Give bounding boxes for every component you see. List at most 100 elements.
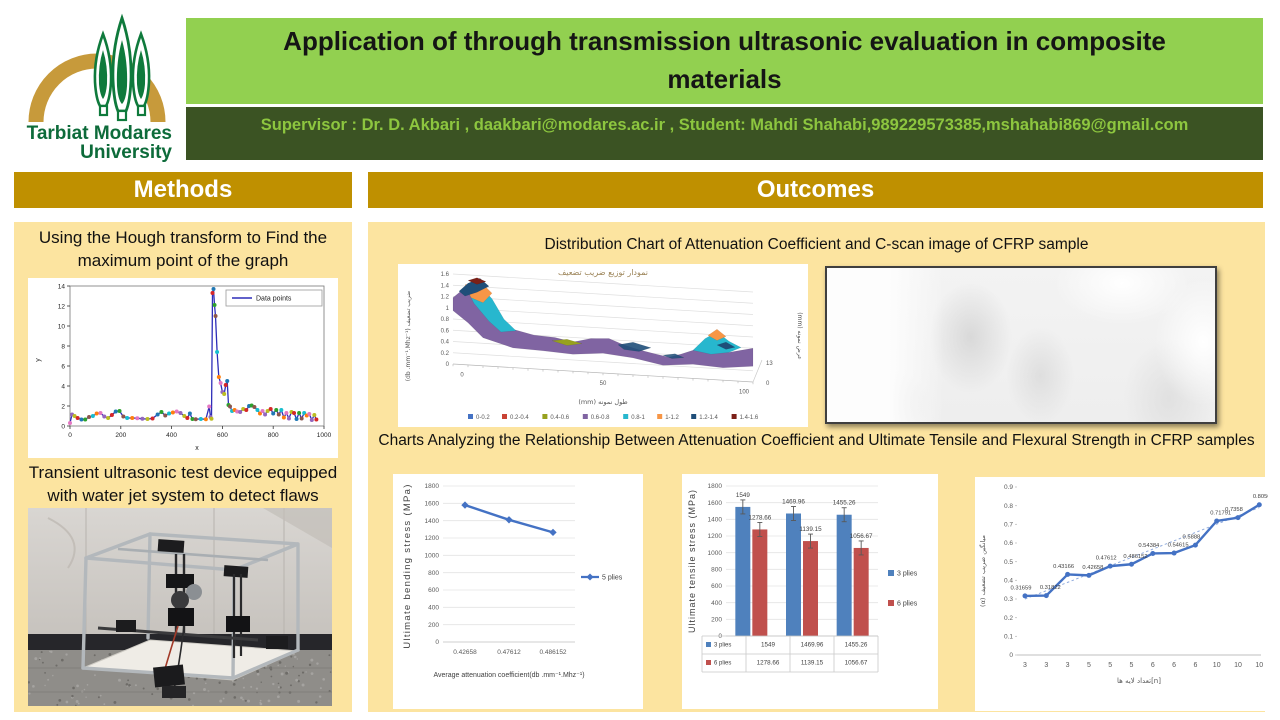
svg-text:0.6: 0.6 [1004, 540, 1013, 547]
svg-text:6: 6 [1193, 662, 1197, 669]
distribution-caption: Distribution Chart of Attenuation Coeffi… [544, 236, 1089, 253]
svg-text:100: 100 [739, 389, 750, 395]
svg-text:0.2: 0.2 [441, 351, 450, 357]
svg-text:0.80508: 0.80508 [1253, 494, 1268, 500]
device-caption: Transient ultrasonic test device equippe… [28, 463, 338, 505]
methods-label: Methods [133, 176, 233, 203]
svg-text:0.486152: 0.486152 [1123, 554, 1147, 560]
svg-text:1469.96: 1469.96 [801, 642, 824, 649]
device-photo [28, 508, 332, 706]
hough-chart-svg: 0 2 4 6 8 10 12 14 0 200 400 600 800 1000 y x Data point… [35, 283, 332, 452]
svg-text:تعداد لایه ها[n]: تعداد لایه ها[n] [1117, 677, 1161, 685]
svg-text:6 plies: 6 plies [714, 661, 731, 667]
svg-text:3: 3 [1023, 662, 1027, 669]
svg-text:0.7358: 0.7358 [1225, 507, 1243, 513]
svg-text:8: 8 [61, 343, 65, 350]
svg-text:0.8-1: 0.8-1 [631, 415, 645, 421]
svg-text:1549: 1549 [761, 642, 776, 649]
outcomes-panel: Distribution Chart of Attenuation Coeffi… [368, 222, 1268, 712]
svg-text:1.2: 1.2 [441, 295, 450, 301]
svg-text:3: 3 [1044, 662, 1048, 669]
outcomes-label: Outcomes [756, 176, 875, 203]
svg-text:0.2: 0.2 [1004, 615, 1013, 622]
svg-text:y: y [35, 358, 42, 362]
surface-chart-svg: نمودار توزیع ضریب تضعیف 0 0.2 0.4 0.6 0.8 1 1.2… [405, 268, 803, 421]
svg-text:0.6-0.8: 0.6-0.8 [591, 415, 610, 421]
tensile-chart-svg: 0 200 400 600 800 1000 1200 1400 1600 1800 1549 127… [687, 483, 918, 673]
svg-text:Data points: Data points [256, 296, 292, 303]
svg-text:400: 400 [711, 600, 722, 607]
svg-text:0.31659: 0.31659 [1011, 585, 1032, 591]
svg-text:1139.15: 1139.15 [799, 526, 822, 533]
svg-text:0.4: 0.4 [1004, 578, 1013, 585]
relationship-caption: Charts Analyzing the Relationship Betwee… [378, 432, 1255, 449]
svg-text:0: 0 [718, 633, 722, 640]
svg-text:Average attenuation coefficien: Average attenuation coefficient(db .mm⁻¹… [433, 672, 584, 679]
svg-text:0.43166: 0.43166 [1053, 564, 1074, 570]
svg-text:3: 3 [1066, 662, 1070, 669]
svg-text:10: 10 [1213, 662, 1221, 669]
svg-text:1056.67: 1056.67 [845, 660, 868, 667]
svg-text:نمودار توزیع ضریب تضعیف: نمودار توزیع ضریب تضعیف [558, 268, 648, 277]
svg-text:1455.26: 1455.26 [845, 642, 868, 649]
svg-text:0.486152: 0.486152 [539, 649, 566, 656]
svg-text:(mm) طول نمونه: (mm) طول نمونه [578, 398, 627, 406]
svg-text:0.8: 0.8 [1004, 503, 1013, 510]
svg-text:1000: 1000 [708, 550, 723, 557]
svg-text:1000: 1000 [425, 553, 440, 560]
svg-text:0: 0 [435, 639, 439, 646]
svg-text:1549: 1549 [736, 492, 751, 499]
z-carriage [166, 574, 194, 588]
svg-text:1200: 1200 [708, 533, 723, 540]
logo-trees [93, 13, 151, 122]
device-photo-art [28, 508, 332, 706]
svg-text:0.4-0.6: 0.4-0.6 [550, 415, 569, 421]
logo-text-line1: Tarbiat Modares [27, 123, 172, 144]
svg-text:10: 10 [1255, 662, 1263, 669]
hough-caption: Using the Hough transform to Find the ma… [38, 228, 328, 270]
methods-panel: Using the Hough transform to Find the ma… [14, 222, 352, 712]
svg-text:0.5888: 0.5888 [1183, 535, 1201, 541]
poster-title-bar: Application of through transmission ultr… [186, 18, 1263, 104]
svg-text:5 plies: 5 plies [602, 575, 623, 582]
svg-text:6: 6 [1151, 662, 1155, 669]
svg-text:Ultimate tensile stress (MPa): Ultimate tensile stress (MPa) [687, 489, 697, 633]
svg-text:12: 12 [58, 303, 66, 310]
svg-text:1600: 1600 [708, 500, 723, 507]
svg-text:0: 0 [1009, 652, 1013, 659]
supervisor-text: Supervisor : Dr. D. Akbari , daakbari@mo… [260, 116, 1189, 134]
methods-section-header: Methods [14, 172, 352, 208]
svg-text:0.8: 0.8 [441, 317, 450, 323]
svg-text:6: 6 [1172, 662, 1176, 669]
logo-text-line2: University [80, 142, 172, 163]
svg-text:2: 2 [61, 403, 65, 410]
svg-text:0.1: 0.1 [1004, 634, 1013, 641]
attenuation-layers-chart: 0 0.1 0.2 0.3 0.4 0.5 0.6 0.7 0.8 0.9 3 3 3 5 5 5 6 6 6 10 1… [975, 477, 1268, 711]
svg-text:800: 800 [711, 567, 722, 574]
transducer-head [168, 608, 194, 626]
tensile-chart: 0 200 400 600 800 1000 1200 1400 1600 1800 1549 127… [682, 474, 938, 709]
svg-text:1800: 1800 [708, 483, 723, 490]
svg-text:(mm) عرض نمونه: (mm) عرض نمونه [796, 312, 803, 359]
svg-text:50: 50 [600, 381, 607, 387]
poster-title: Application of through transmission ultr… [283, 26, 1166, 94]
svg-text:0.4: 0.4 [441, 340, 450, 346]
svg-text:0.3: 0.3 [1004, 596, 1013, 603]
svg-text:5: 5 [1108, 662, 1112, 669]
svg-text:3 plies: 3 plies [897, 571, 918, 578]
data-series-line [1024, 503, 1260, 598]
svg-text:0.31822: 0.31822 [1040, 585, 1061, 591]
svg-text:0: 0 [61, 423, 65, 430]
svg-text:1278.66: 1278.66 [757, 660, 780, 667]
svg-text:400: 400 [428, 605, 439, 612]
svg-text:1: 1 [446, 306, 450, 312]
svg-text:x: x [195, 445, 199, 452]
svg-text:1455.26: 1455.26 [833, 500, 856, 507]
svg-text:600: 600 [217, 432, 228, 439]
svg-text:200: 200 [428, 622, 439, 629]
svg-text:3 plies: 3 plies [714, 643, 731, 649]
svg-text:1400: 1400 [708, 517, 723, 524]
svg-text:1278.66: 1278.66 [748, 514, 771, 521]
svg-text:1.6: 1.6 [441, 272, 450, 278]
attenuation-chart-svg: 0 0.1 0.2 0.3 0.4 0.5 0.6 0.7 0.8 0.9 3 3 3 5 5 5 6 6 6 10 1… [979, 484, 1268, 685]
